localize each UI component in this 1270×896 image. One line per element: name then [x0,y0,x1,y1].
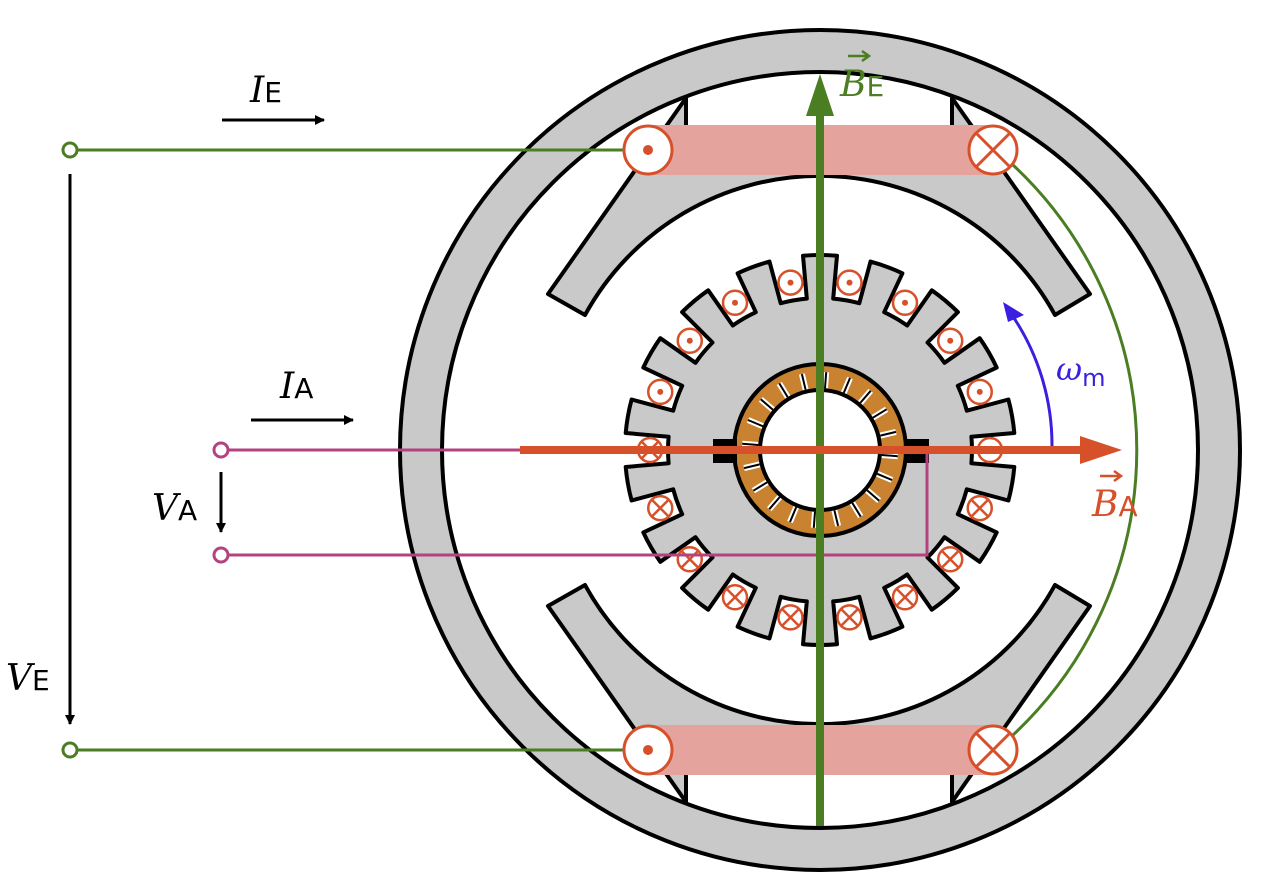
terminal-icon [61,141,79,159]
current-out-icon [836,269,863,296]
field-flux-vector-mark [848,49,872,63]
field-current-label: IE [249,70,282,111]
rotation-arrow [1010,314,1054,447]
current-out-icon [622,124,674,176]
current-in-icon [891,583,919,611]
current-out-icon [721,289,749,317]
rotation-arrowhead [1003,302,1024,322]
field-voltage-label: VE [6,658,50,699]
commutator-segment-edge [851,502,862,518]
current-in-icon [936,546,964,573]
current-in-icon [777,604,804,631]
commutator-segment-edge [742,442,759,446]
terminal-icon [212,441,230,459]
terminal-icon [212,546,230,564]
rotation-speed-label: ωm [1056,350,1105,392]
commutator [732,362,908,538]
commutator-segment-edge [876,472,893,481]
armature-flux-vector-mark [1100,469,1124,483]
commutator-segment-edge [752,481,768,492]
field-flux-arrowhead [806,74,834,116]
current-in-icon [967,724,1019,776]
commutator-segment-edge [842,377,851,394]
armature-flux-label: BA [1091,484,1138,525]
armature-voltage-label: VA [152,488,197,529]
current-in-icon [647,494,674,522]
current-out-icon [777,269,804,296]
armature-flux-arrowhead [1080,436,1122,464]
commutator-segment-edge [859,390,872,404]
current-out-icon [891,289,919,317]
current-out-icon [966,378,993,406]
commutator-segment-edge [872,408,888,419]
commutator-segment-edge [789,506,798,523]
commutator-segment-edge [824,372,828,389]
field-return-wire [1011,163,1139,737]
current-in-icon [721,583,749,611]
commutator-segment-edge [747,419,764,428]
current-out-icon [647,378,674,406]
commutator-segment-edge [866,489,880,502]
current-in-icon [966,494,993,522]
commutator-segment-edge [833,510,840,527]
commutator-segment-edge [812,511,816,528]
terminal-icon [61,741,79,759]
current-out-icon [676,327,704,354]
commutator-segment-edge [800,373,807,390]
commutator-segment-edge [778,382,789,398]
current-out-icon [622,724,674,776]
current-in-icon [967,124,1019,176]
commutator-segment-edge [880,430,897,437]
commutator-segment-edge [768,496,781,510]
armature-current-label: IA [279,366,313,407]
current-in-icon [676,546,704,573]
commutator-segment-edge [760,398,774,411]
commutator-segment-edge [743,463,760,470]
current-in-icon [836,604,863,631]
commutator-segment-edge [881,454,898,458]
current-out-icon [936,327,964,354]
field-flux-label: BE [839,64,884,105]
